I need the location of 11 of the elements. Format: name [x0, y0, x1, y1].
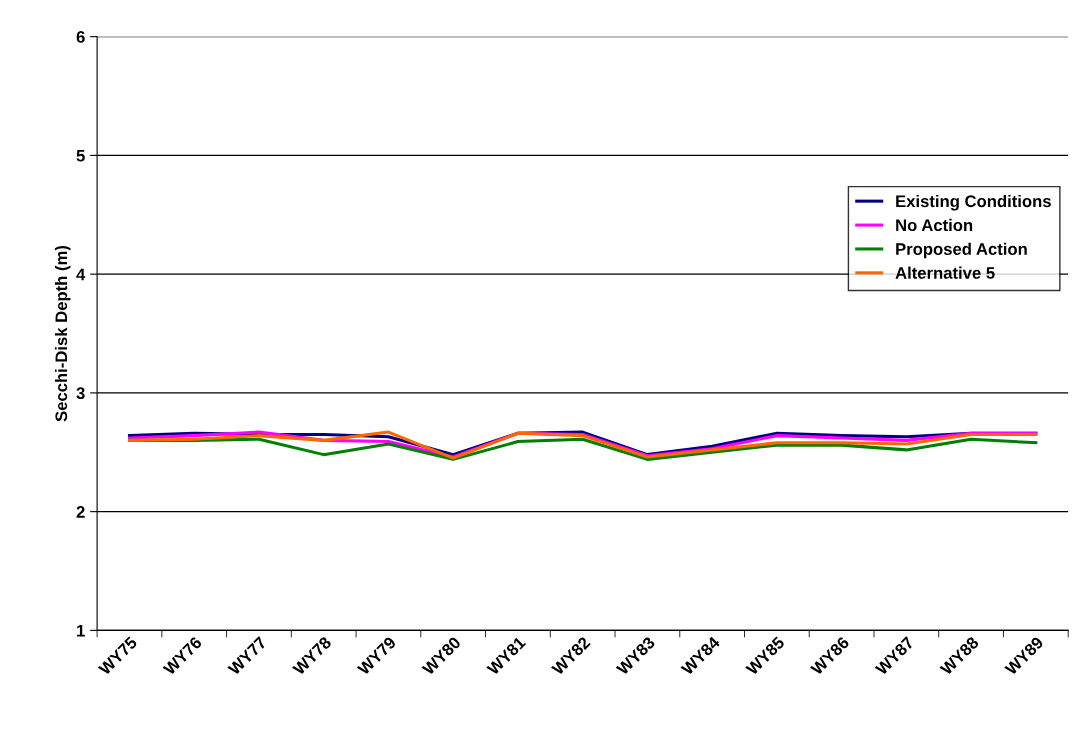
y-axis-title: Secchi-Disk Depth (m) — [54, 245, 71, 422]
y-tick-label: 4 — [76, 268, 86, 281]
legend-label: No Action — [896, 218, 973, 232]
legend-label: Existing Conditions — [896, 194, 1051, 211]
y-tick-label: 6 — [76, 31, 85, 43]
legend-label: Proposed Action — [896, 242, 1027, 259]
legend-label: Alternative 5 — [895, 266, 995, 279]
y-tick-label: 1 — [77, 624, 85, 637]
y-tick-label: 5 — [76, 149, 85, 162]
y-tick-label: 3 — [76, 387, 85, 400]
y-tick-label: 2 — [76, 506, 85, 518]
